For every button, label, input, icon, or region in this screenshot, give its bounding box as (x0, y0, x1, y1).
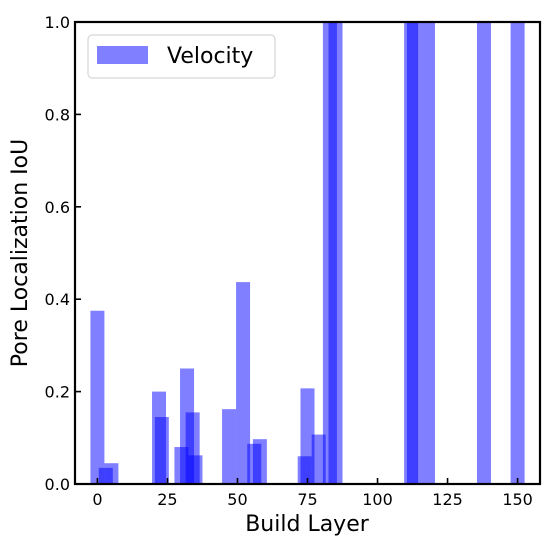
legend-swatch-velocity (97, 46, 148, 64)
bar (154, 417, 169, 484)
x-axis-ticks: 0 25 50 75 100 125 150 (92, 478, 533, 509)
legend: Velocity (87, 34, 276, 79)
bar (476, 22, 491, 484)
bar (420, 22, 435, 484)
y-tick-label: 0.4 (45, 290, 70, 309)
legend-label-velocity: Velocity (167, 44, 253, 69)
bar (222, 409, 237, 484)
x-tick-label: 100 (362, 490, 393, 509)
x-tick-label: 150 (502, 490, 533, 509)
y-tick-label: 1.0 (45, 13, 70, 32)
bar (510, 22, 525, 484)
bar (328, 22, 343, 484)
y-tick-label: 0.8 (45, 105, 70, 124)
y-tick-label: 0.2 (45, 383, 70, 402)
x-axis-title: Build Layer (245, 512, 370, 537)
bar (311, 434, 326, 484)
y-axis-ticks: 0.0 0.2 0.4 0.6 0.8 1.0 (45, 13, 81, 494)
bar (236, 282, 251, 484)
bar (252, 439, 267, 484)
bar (188, 455, 203, 484)
x-tick-label: 75 (297, 490, 317, 509)
x-tick-label: 50 (227, 490, 247, 509)
y-axis-title: Pore Localization IoU (8, 139, 33, 367)
bar (300, 388, 315, 484)
x-tick-label: 125 (432, 490, 463, 509)
bar (104, 463, 119, 484)
x-tick-label: 25 (157, 490, 177, 509)
y-tick-label: 0.6 (45, 198, 70, 217)
bars-group (90, 22, 525, 484)
x-tick-label: 0 (92, 490, 102, 509)
legend-box (87, 34, 276, 79)
bar (90, 310, 105, 484)
y-tick-label: 0.0 (45, 475, 70, 494)
bar (406, 22, 421, 484)
